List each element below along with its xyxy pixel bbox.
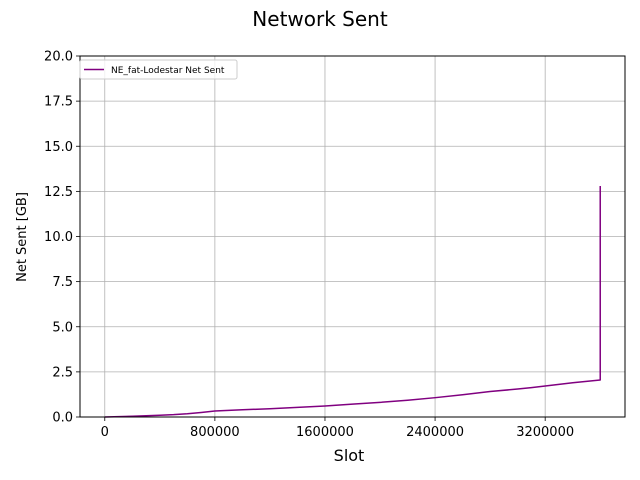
x-tick-label: 3200000	[516, 425, 574, 440]
x-tick-label: 1600000	[296, 425, 354, 440]
x-axis-label: Slot	[334, 446, 365, 465]
y-tick-label: 15.0	[44, 140, 73, 155]
legend-box	[79, 59, 238, 80]
chart-title: Network Sent	[252, 7, 388, 31]
y-axis-label: Net Sent [GB]	[15, 192, 30, 282]
y-tick-label: 17.5	[44, 95, 73, 110]
x-tick-label: 0	[101, 425, 109, 440]
axis-ticks: 0 800000 1600000 2400000 3200000 0.0 2.5 5.0 7.5…	[44, 50, 574, 441]
series-line	[104, 185, 601, 418]
y-tick-label: 12.5	[44, 185, 73, 200]
y-tick-label: 7.5	[52, 275, 73, 290]
y-tick-label: 5.0	[52, 320, 73, 335]
x-tick-label: 800000	[190, 425, 240, 440]
legend: NE_fat-Lodestar Net Sent	[79, 59, 238, 80]
series-layer	[104, 185, 601, 418]
y-tick-label: 0.0	[52, 411, 73, 426]
y-tick-label: 2.5	[52, 365, 73, 380]
y-tick-label: 10.0	[44, 230, 73, 245]
legend-label: NE_fat-Lodestar Net Sent	[111, 66, 225, 76]
x-tick-label: 2400000	[406, 425, 464, 440]
y-tick-label: 20.0	[44, 50, 73, 65]
